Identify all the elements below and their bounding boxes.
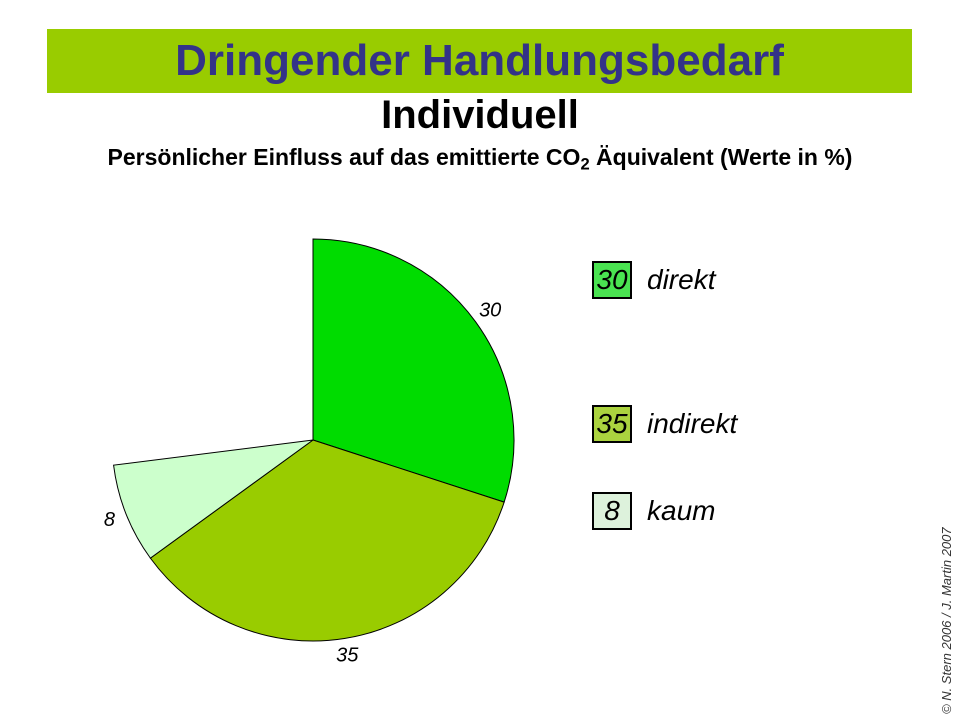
legend-swatch-indirekt: 35 (592, 405, 632, 443)
legend-item-indirekt: 35 indirekt (592, 405, 737, 443)
pie-slice-kaum (113, 439, 314, 559)
chart-caption: Persönlicher Einfluss auf das emittierte… (0, 144, 960, 175)
legend-item-direkt: 30 direkt (592, 261, 715, 299)
pie-slice-direkt (312, 238, 515, 503)
legend-item-kaum: 8 kaum (592, 492, 715, 530)
copyright-credit: © N. Stern 2006 / J. Martin 2007 (939, 527, 954, 714)
pie-value-label-direkt: 30 (479, 300, 501, 322)
caption-text-pre: Persönlicher Einfluss auf das emittierte… (107, 144, 581, 170)
caption-co2-subscript: 2 (580, 154, 590, 174)
pie-slice-indirekt (149, 439, 505, 642)
title-banner: Dringender Handlungsbedarf (47, 29, 912, 93)
legend-swatch-kaum: 8 (592, 492, 632, 530)
legend-value-kaum: 8 (604, 495, 620, 526)
caption-text-post: Äquivalent (Werte in %) (589, 144, 853, 170)
slide-subtitle: Individuell (381, 93, 579, 137)
legend-value-indirekt: 35 (596, 408, 628, 439)
legend-label-kaum: kaum (647, 495, 716, 526)
legend-swatch-direkt: 30 (592, 261, 632, 299)
pie-value-label-indirekt: 35 (336, 645, 359, 667)
legend-value-direkt: 30 (596, 264, 628, 295)
slide-title: Dringender Handlungsbedarf (175, 36, 784, 85)
legend-label-indirekt: indirekt (647, 408, 738, 439)
pie-value-label-kaum: 8 (104, 509, 115, 531)
legend-label-direkt: direkt (647, 264, 716, 295)
